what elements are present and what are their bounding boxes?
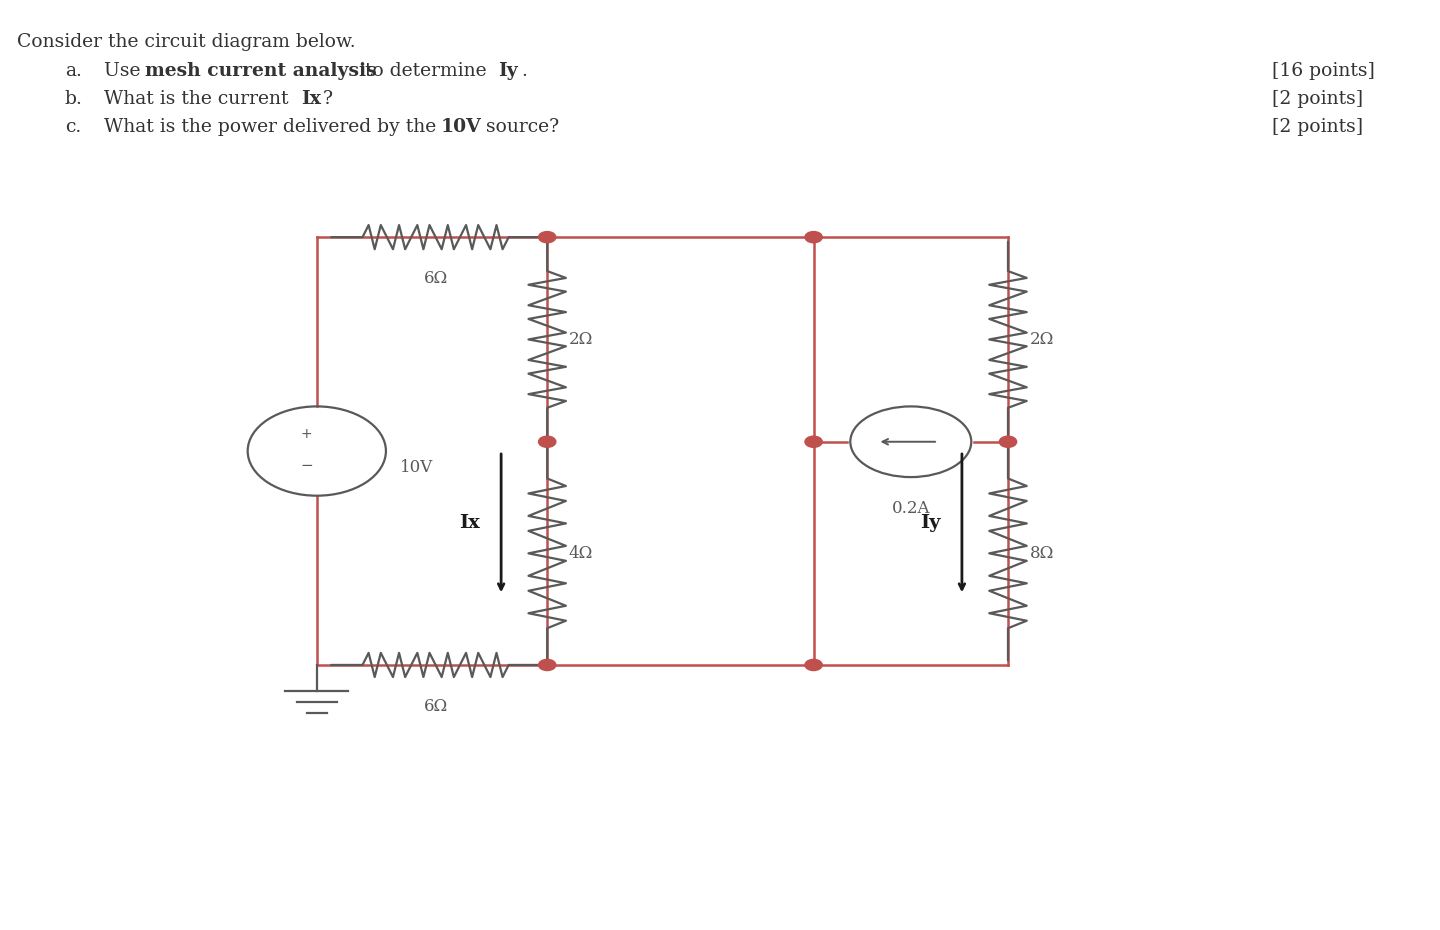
Text: Consider the circuit diagram below.: Consider the circuit diagram below. (17, 33, 356, 50)
Circle shape (539, 659, 556, 671)
Text: [2 points]: [2 points] (1272, 118, 1362, 136)
Text: ?: ? (323, 90, 333, 108)
Text: 10V: 10V (400, 459, 433, 476)
Circle shape (999, 436, 1017, 447)
Circle shape (539, 436, 556, 447)
Text: to determine: to determine (359, 62, 492, 80)
Circle shape (805, 659, 822, 671)
Circle shape (805, 436, 822, 447)
Text: 2Ω: 2Ω (1030, 331, 1054, 348)
Text: 2Ω: 2Ω (569, 331, 593, 348)
Text: Ix: Ix (301, 90, 321, 108)
Text: What is the current: What is the current (104, 90, 294, 108)
Text: 10V: 10V (441, 118, 481, 136)
Text: 6Ω: 6Ω (423, 270, 448, 286)
Text: b.: b. (65, 90, 82, 108)
Text: Ix: Ix (459, 514, 480, 532)
Text: .: . (521, 62, 527, 80)
Text: 6Ω: 6Ω (423, 698, 448, 714)
Text: 4Ω: 4Ω (569, 545, 593, 562)
Text: [2 points]: [2 points] (1272, 90, 1362, 108)
Text: 0.2A: 0.2A (891, 500, 930, 517)
Text: Use: Use (104, 62, 147, 80)
Text: What is the power delivered by the: What is the power delivered by the (104, 118, 442, 136)
Text: [16 points]: [16 points] (1272, 62, 1374, 80)
Text: 8Ω: 8Ω (1030, 545, 1054, 562)
Text: Iy: Iy (498, 62, 518, 80)
Circle shape (539, 232, 556, 243)
Text: a.: a. (65, 62, 82, 80)
Circle shape (805, 232, 822, 243)
Text: c.: c. (65, 118, 81, 136)
Text: source?: source? (480, 118, 559, 136)
Text: +: + (301, 427, 312, 441)
Text: mesh current analysis: mesh current analysis (145, 62, 377, 80)
Text: −: − (301, 458, 312, 472)
Text: Iy: Iy (920, 514, 940, 532)
